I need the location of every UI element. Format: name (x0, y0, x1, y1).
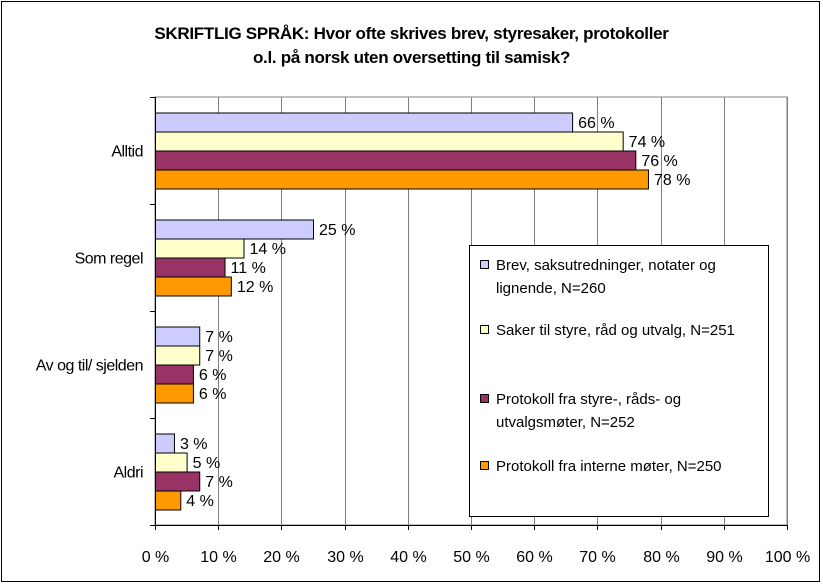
data-label: 11 % (231, 260, 266, 277)
category-label: Aldri (113, 465, 143, 482)
chart-title-line-2: o.l. på norsk uten oversetting til samis… (252, 48, 571, 67)
legend-swatch-brev (480, 260, 489, 269)
bar (155, 364, 194, 385)
x-tick-label: 50 % (453, 549, 489, 566)
x-tick-label: 60 % (516, 549, 552, 566)
x-tick-label: 100 % (765, 549, 810, 566)
bar (155, 383, 194, 404)
category-label: Alltid (111, 144, 143, 161)
data-label: 78 % (654, 172, 690, 189)
legend-label-protokoll-interne: Protokoll fra interne møter, N=250 (496, 458, 722, 475)
data-label: 76 % (641, 153, 677, 170)
bar (155, 433, 175, 454)
chart-title-line-1: SKRIFTLIG SPRÅK: Hvor ofte skrives brev,… (154, 24, 669, 43)
legend-label-brev: Brev, saksutredninger, notater og lignen… (496, 257, 716, 297)
data-label: 7 % (205, 348, 233, 365)
data-label: 74 % (629, 134, 665, 151)
category-label: Av og til/ sjelden (36, 358, 143, 375)
legend-label-saker: Saker til styre, råd og utvalg, N=251 (496, 322, 735, 339)
x-tick-label: 90 % (706, 549, 742, 566)
bar (155, 150, 637, 171)
data-label: 66 % (578, 115, 614, 132)
legend-swatch-protokoll-interne (480, 461, 489, 470)
bar (155, 471, 201, 492)
bar (155, 326, 201, 347)
data-label: 3 % (180, 436, 208, 453)
data-label: 4 % (186, 493, 214, 510)
bar (155, 112, 574, 133)
x-tick-label: 0 % (142, 549, 170, 566)
legend-label-protokoll-styre: Protokoll fra styre-, råds- og utvalgsmø… (496, 391, 682, 431)
data-label: 12 % (237, 279, 273, 296)
x-tick-label: 20 % (263, 549, 299, 566)
data-label: 6 % (199, 367, 227, 384)
bar (155, 219, 314, 240)
data-label: 14 % (249, 241, 285, 258)
x-tick-label: 10 % (200, 549, 236, 566)
x-tick-label: 40 % (390, 549, 426, 566)
bar (155, 131, 624, 152)
x-tick-label: 30 % (327, 549, 363, 566)
bar (155, 490, 182, 511)
x-tick-label: 80 % (643, 549, 679, 566)
data-label: 5 % (193, 455, 221, 472)
data-label: 7 % (205, 474, 233, 491)
legend: Brev, saksutredninger, notater og lignen… (469, 245, 769, 517)
bar (155, 345, 201, 366)
data-label: 6 % (199, 386, 227, 403)
legend-swatch-protokoll-styre (480, 394, 489, 403)
chart-title: SKRIFTLIG SPRÅK: Hvor ofte skrives brev,… (0, 22, 823, 70)
category-label: Som regel (75, 251, 143, 268)
data-label: 7 % (205, 329, 233, 346)
x-tick-label: 70 % (579, 549, 615, 566)
bar (155, 238, 245, 259)
data-label: 25 % (319, 222, 355, 239)
legend-swatch-saker (480, 325, 489, 334)
bar (155, 276, 232, 297)
bar (155, 452, 188, 473)
bar (155, 169, 649, 190)
bar (155, 257, 226, 278)
